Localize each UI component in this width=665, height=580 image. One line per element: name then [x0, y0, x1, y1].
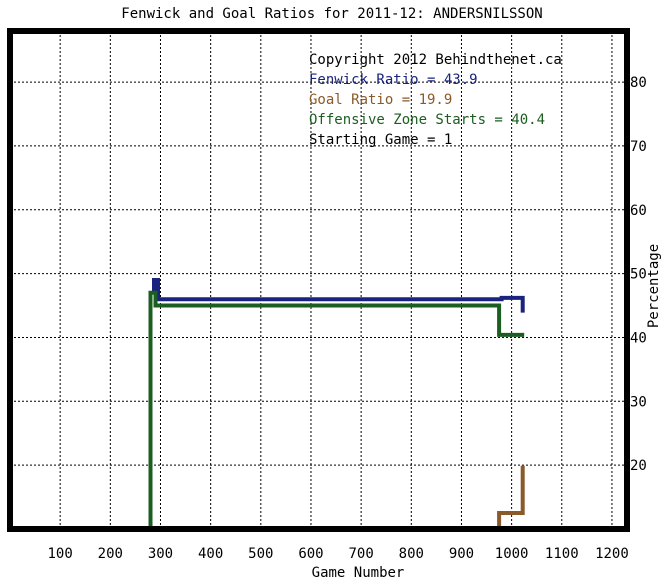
plot-frame — [7, 28, 630, 532]
y-tick-label: 30 — [630, 394, 647, 410]
x-tick-label: 500 — [248, 546, 273, 562]
x-tick-label: 1000 — [495, 546, 529, 562]
x-tick-label: 300 — [148, 546, 173, 562]
x-tick-label: 900 — [449, 546, 474, 562]
x-tick-label: 700 — [348, 546, 373, 562]
legend: Copyright 2012 Behindthenet.ca Fenwick Ra… — [309, 52, 562, 148]
x-tick-label: 200 — [98, 546, 123, 562]
legend-entry: Fenwick Ratio = 43.9 — [309, 72, 478, 88]
y-tick-label: 20 — [630, 458, 647, 474]
series-lines — [148, 278, 525, 529]
x-tick-label: 400 — [198, 546, 223, 562]
y-axis-label: Percentage — [646, 244, 662, 328]
series-line-3 — [148, 290, 525, 529]
x-axis-label: Game Number — [312, 565, 405, 580]
series-line-2 — [497, 465, 525, 529]
y-tick-label: 40 — [630, 330, 647, 346]
y-tick-label: 70 — [630, 139, 647, 155]
legend-entry: Offensive Zone Starts = 40.4 — [309, 112, 545, 128]
series-line-1 — [152, 278, 525, 313]
y-tick-label: 50 — [630, 267, 647, 283]
legend-entry: Copyright 2012 Behindthenet.ca — [309, 52, 562, 68]
legend-entry: Goal Ratio = 19.9 — [309, 92, 452, 108]
x-tick-label: 1200 — [595, 546, 629, 562]
y-tick-labels: 20 30 40 50 60 70 80 — [630, 75, 647, 474]
x-tick-label: 1100 — [545, 546, 579, 562]
grid-lines — [10, 31, 627, 529]
y-tick-label: 80 — [630, 75, 647, 91]
chart-title: Fenwick and Goal Ratios for 2011-12: AND… — [121, 6, 542, 22]
x-tick-label: 800 — [399, 546, 424, 562]
y-tick-label: 60 — [630, 203, 647, 219]
x-tick-label: 600 — [298, 546, 323, 562]
x-tick-label: 100 — [48, 546, 73, 562]
x-tick-labels: 100 200 300 400 500 600 700 800 900 1000 1100 1200 — [48, 546, 629, 562]
legend-entry: Starting Game = 1 — [309, 132, 452, 148]
